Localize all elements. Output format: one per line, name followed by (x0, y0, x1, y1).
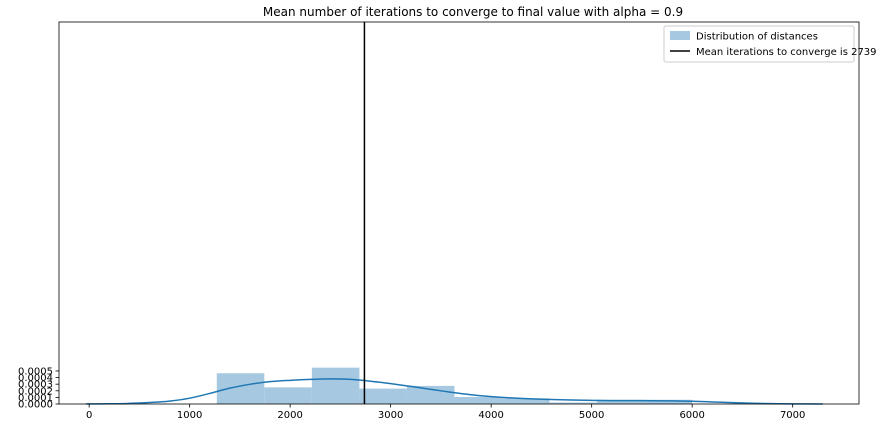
y-tick-label: 0.0000 (18, 400, 53, 411)
kde-curve (86, 378, 823, 405)
x-tick-label: 7000 (780, 410, 805, 421)
histogram-bar (549, 402, 598, 404)
histogram-bar (264, 387, 312, 404)
legend-box (663, 25, 855, 63)
chart-title: Mean number of iterations to converge to… (263, 5, 683, 19)
axes-frame (58, 21, 860, 405)
histogram-bar (644, 399, 693, 404)
legend-mean-label: Mean iterations to converge is 2739 (696, 47, 877, 58)
plot-area (86, 22, 823, 405)
x-tick-label: 0 (86, 410, 92, 421)
x-tick-label: 2000 (277, 410, 302, 421)
legend-hist-swatch (670, 31, 690, 40)
y-tick-label: 0.0004 (18, 373, 53, 384)
histogram-bar (359, 388, 407, 404)
histogram-bar (597, 399, 645, 404)
legend-hist-label: Distribution of distances (696, 32, 818, 43)
x-tick-label: 1000 (177, 410, 202, 421)
histogram-bar (311, 367, 360, 404)
histogram-bar (502, 398, 550, 404)
x-tick-label: 3000 (378, 410, 403, 421)
legend: Distribution of distances Mean iteration… (663, 25, 877, 63)
x-tick-label: 6000 (679, 410, 704, 421)
y-tick-label: 0.0003 (18, 380, 53, 391)
x-tick-label: 4000 (478, 410, 503, 421)
axes: 0 1000 2000 3000 4000 5000 6000 70000.00000.000… (18, 21, 860, 421)
x-tick-label: 5000 (579, 410, 604, 421)
y-tick-label: 0.0005 (18, 366, 53, 377)
histogram-bar (216, 373, 265, 404)
histogram-bar (454, 396, 503, 404)
y-tick-label: 0.0002 (18, 386, 53, 397)
y-tick-label: 0.0001 (18, 393, 53, 404)
